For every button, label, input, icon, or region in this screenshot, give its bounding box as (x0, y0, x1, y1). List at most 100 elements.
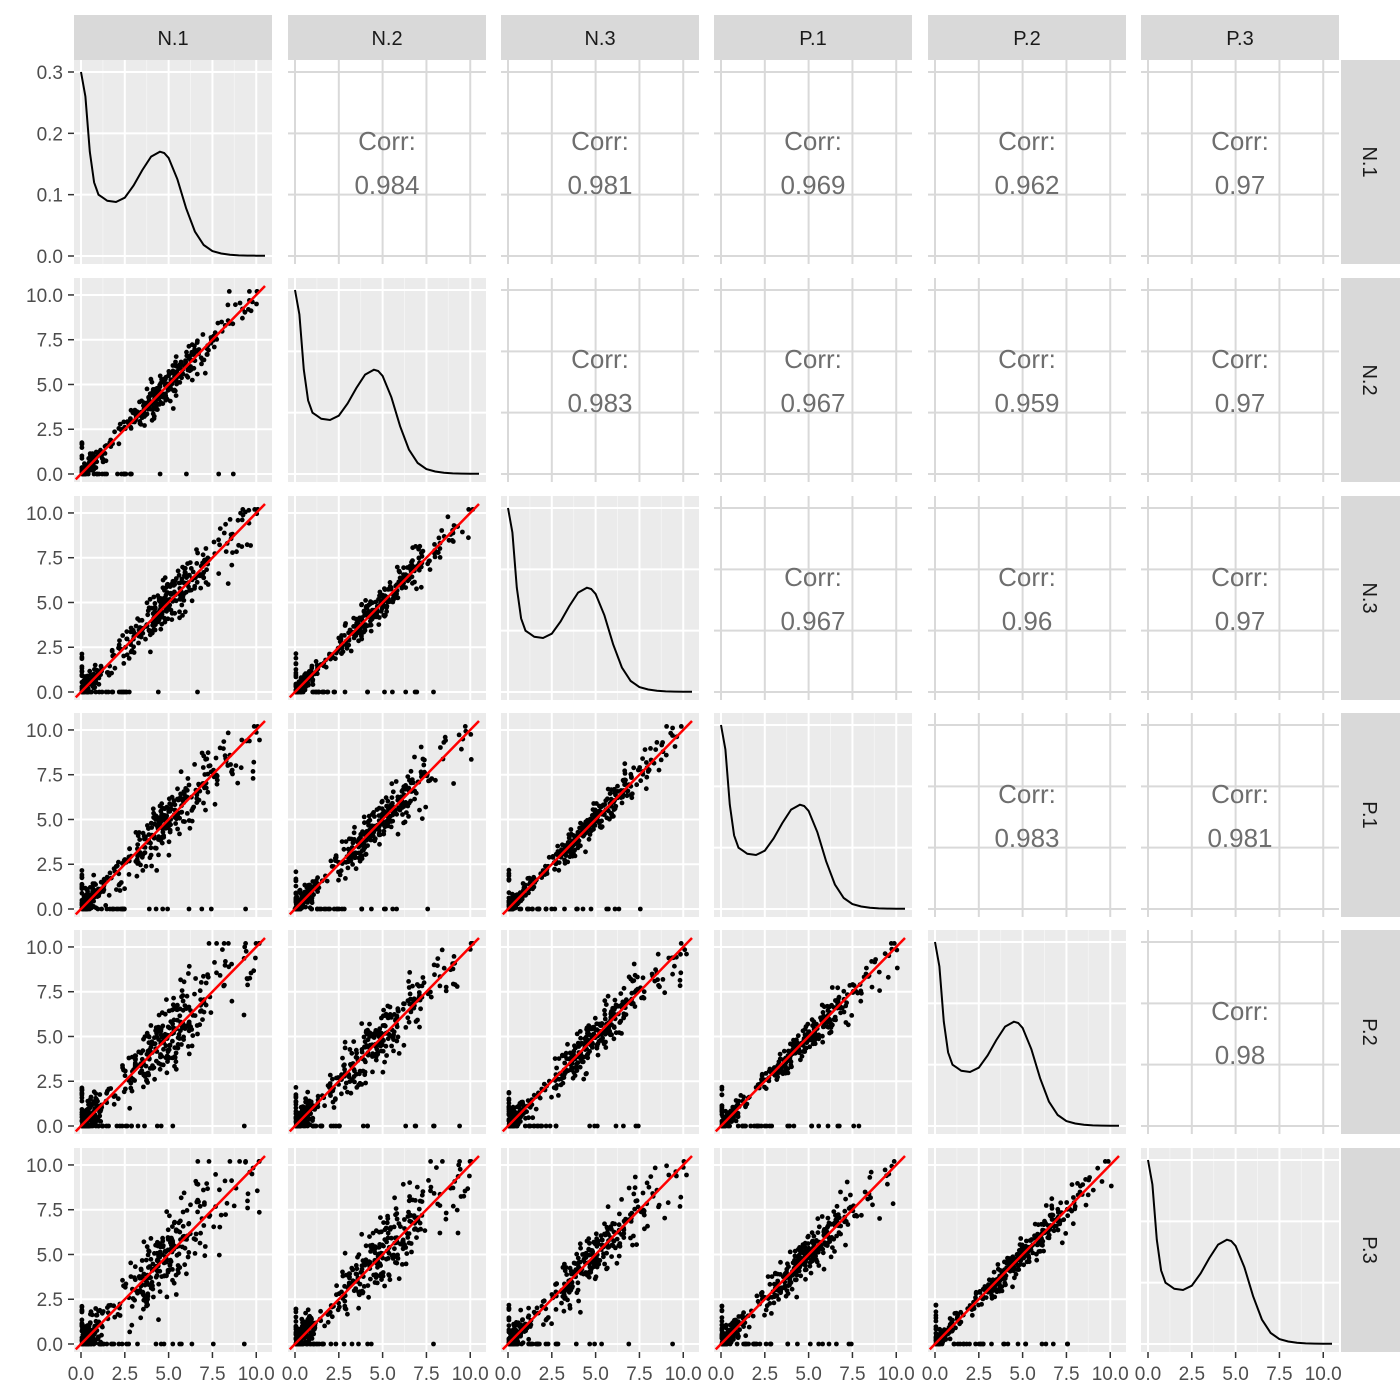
data-point (122, 886, 127, 892)
data-point (158, 1062, 164, 1067)
panel-P.2-N.2 (288, 930, 486, 1134)
data-point (297, 888, 302, 893)
data-point (170, 1277, 175, 1283)
data-point (97, 1307, 103, 1313)
panel-background (74, 60, 272, 264)
data-point (79, 440, 85, 446)
data-point (387, 1004, 393, 1010)
data-point (124, 636, 130, 642)
data-point (803, 1024, 809, 1029)
data-point (354, 620, 359, 626)
data-point (194, 1023, 200, 1028)
data-point (173, 354, 179, 359)
corr-value: 0.983 (994, 823, 1059, 853)
data-point (201, 973, 206, 979)
data-point (563, 1070, 568, 1075)
data-point (621, 1015, 626, 1021)
strip-col-label: N.2 (371, 28, 402, 50)
data-point (194, 547, 199, 552)
data-point (152, 601, 158, 606)
data-point (154, 1273, 160, 1278)
data-point (443, 984, 449, 990)
data-point (468, 732, 474, 737)
data-point (341, 846, 347, 852)
data-point (230, 771, 235, 777)
data-point (146, 605, 152, 611)
strip-col-label: P.1 (799, 28, 826, 50)
data-point (138, 862, 143, 868)
data-point (151, 1294, 156, 1300)
data-point (79, 684, 85, 690)
data-point (206, 941, 212, 946)
data-point (173, 1292, 179, 1297)
data-point (613, 1030, 619, 1036)
data-point (316, 689, 322, 695)
data-point (653, 747, 659, 752)
data-point (407, 970, 413, 975)
data-point (203, 756, 209, 762)
data-point (93, 1306, 99, 1311)
data-point (350, 862, 355, 867)
data-point (530, 1115, 536, 1121)
data-point (188, 1202, 193, 1208)
data-point (153, 620, 159, 626)
data-point (869, 984, 875, 990)
data-point (391, 1048, 396, 1054)
data-point (178, 769, 184, 775)
data-point (353, 1071, 359, 1077)
data-point (412, 689, 418, 695)
data-point (117, 1123, 123, 1129)
data-point (418, 584, 424, 590)
data-point (607, 791, 613, 796)
data-point (374, 807, 380, 812)
data-point (242, 309, 248, 315)
data-point (643, 786, 649, 792)
data-point (412, 796, 417, 802)
data-point (568, 850, 574, 856)
data-point (243, 906, 249, 912)
data-point (799, 1053, 805, 1059)
data-point (602, 998, 608, 1004)
data-point (173, 576, 179, 581)
data-point (389, 1043, 394, 1049)
data-point (403, 1123, 409, 1129)
data-point (375, 1051, 381, 1057)
data-point (79, 453, 85, 459)
corr-value: 0.984 (354, 170, 419, 200)
corr-value: 0.98 (1215, 1040, 1266, 1070)
data-point (554, 1065, 559, 1071)
data-point (132, 1297, 138, 1303)
data-point (175, 797, 181, 803)
data-point (238, 765, 244, 771)
data-point (756, 1123, 762, 1129)
data-point (635, 974, 640, 980)
data-point (293, 891, 299, 896)
data-point (417, 807, 422, 813)
data-point (205, 582, 211, 587)
data-point (138, 1315, 144, 1321)
data-point (565, 859, 571, 865)
data-point (88, 1309, 94, 1315)
data-point (177, 1006, 183, 1012)
data-point (579, 1059, 585, 1065)
data-point (383, 604, 389, 609)
data-point (305, 1089, 311, 1095)
data-point (562, 906, 567, 912)
data-point (164, 1070, 170, 1076)
data-point (432, 554, 438, 560)
data-point (186, 1250, 192, 1255)
data-point (84, 675, 90, 681)
data-point (217, 1187, 222, 1193)
data-point (506, 900, 512, 905)
data-point (416, 546, 421, 552)
data-point (153, 399, 159, 405)
data-point (367, 1021, 372, 1027)
data-point (333, 858, 338, 864)
data-point (193, 1237, 199, 1242)
data-point (556, 1093, 561, 1098)
data-point (233, 763, 239, 768)
data-point (166, 839, 172, 845)
data-point (144, 600, 150, 606)
data-point (107, 870, 113, 876)
data-point (206, 763, 212, 769)
